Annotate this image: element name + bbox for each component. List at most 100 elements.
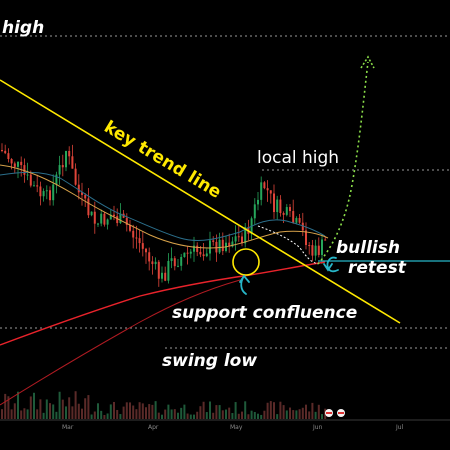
volume-bar xyxy=(244,401,247,419)
retest-curve xyxy=(257,225,319,265)
volume-bars xyxy=(1,391,327,419)
label-support-confluence: support confluence xyxy=(172,303,357,323)
volume-bar xyxy=(289,407,291,419)
volume-bar xyxy=(106,413,109,419)
candle-body xyxy=(279,199,282,214)
volume-bar xyxy=(129,402,131,419)
candle-body xyxy=(273,193,275,213)
candle-body xyxy=(97,223,99,225)
volume-bar xyxy=(100,410,103,419)
volume-bar xyxy=(29,396,32,419)
candle-body xyxy=(4,150,7,154)
candle-body xyxy=(167,260,170,281)
volume-bar xyxy=(218,405,221,419)
candle-body xyxy=(209,240,211,254)
volume-bar xyxy=(23,408,26,419)
event-badges xyxy=(325,409,345,417)
volume-bar xyxy=(308,411,311,419)
volume-bar xyxy=(45,399,48,419)
candle-body xyxy=(161,272,163,279)
volume-bar xyxy=(135,409,138,419)
label-key-trend-line: key trend line xyxy=(100,117,224,203)
x-axis-ticks: Mar Apr May Jun Jul xyxy=(62,424,404,431)
volume-bar xyxy=(199,406,202,419)
volume-bar xyxy=(90,414,93,419)
volume-bar xyxy=(314,411,317,419)
volume-bar xyxy=(132,405,135,419)
label-local-high: local high xyxy=(257,148,339,168)
volume-bar xyxy=(81,408,83,419)
volume-bar xyxy=(167,404,170,419)
candle-body xyxy=(237,236,240,238)
x-tick-label: Jun xyxy=(312,424,323,431)
candle-body xyxy=(301,222,304,231)
volume-bar xyxy=(20,410,23,419)
candle-body xyxy=(205,253,208,257)
candle-body xyxy=(90,211,93,216)
volume-bar xyxy=(215,405,218,419)
volume-bar xyxy=(180,407,183,419)
candle-body xyxy=(244,227,247,244)
x-tick-label: Apr xyxy=(148,424,159,431)
candle-body xyxy=(289,207,291,212)
candle-body xyxy=(298,217,301,223)
candle-body xyxy=(132,230,135,238)
volume-bar xyxy=(301,407,304,419)
candle-body xyxy=(276,199,279,213)
candle-body xyxy=(29,174,32,186)
candle-body xyxy=(164,272,167,281)
volume-bar xyxy=(138,402,141,419)
volume-bar xyxy=(55,411,58,419)
candle-body xyxy=(177,265,179,267)
candle-body xyxy=(65,150,67,168)
candle-body xyxy=(58,165,61,175)
volume-bar xyxy=(71,406,74,419)
candle-body xyxy=(10,159,13,164)
candle-body xyxy=(196,245,199,252)
x-tick-label: Mar xyxy=(62,424,74,431)
candle-body xyxy=(113,214,115,217)
volume-bar xyxy=(186,413,189,419)
candle-body xyxy=(17,161,19,167)
volume-bar xyxy=(228,407,231,419)
volume-bar xyxy=(241,411,243,419)
volume-bar xyxy=(285,410,288,419)
volume-bar xyxy=(321,414,323,419)
candle-body xyxy=(33,185,35,187)
volume-bar xyxy=(58,391,61,419)
volume-bar xyxy=(74,391,77,419)
volume-bar xyxy=(52,404,55,419)
candle-body xyxy=(189,251,192,254)
candle-body xyxy=(145,248,147,253)
volume-bar xyxy=(205,412,208,419)
volume-bar xyxy=(164,409,167,419)
candle-body xyxy=(106,219,109,225)
candle-body xyxy=(269,190,272,194)
volume-bar xyxy=(113,401,115,419)
volume-bar xyxy=(298,409,301,419)
volume-bar xyxy=(202,401,205,419)
candle-body xyxy=(1,150,3,151)
candle-body xyxy=(157,261,160,279)
candle-body xyxy=(49,190,51,201)
label-bullish: bullish xyxy=(336,238,400,258)
candle-body xyxy=(257,199,259,205)
volume-bar xyxy=(93,411,96,419)
volume-bar xyxy=(148,404,151,419)
volume-bar xyxy=(279,401,282,419)
candle-body xyxy=(212,240,215,242)
candle-body xyxy=(13,163,16,167)
candle-body xyxy=(129,224,131,231)
volume-bar xyxy=(295,410,298,419)
volume-bar xyxy=(116,409,119,419)
volume-bar xyxy=(13,403,16,419)
volume-bar xyxy=(196,411,199,419)
candle-body xyxy=(324,239,327,241)
candle-body xyxy=(68,150,71,157)
candle-body xyxy=(81,192,83,195)
volume-bar xyxy=(119,414,122,419)
volume-bar xyxy=(49,403,51,419)
key-trend-line xyxy=(0,79,401,324)
volume-bar xyxy=(292,410,295,419)
